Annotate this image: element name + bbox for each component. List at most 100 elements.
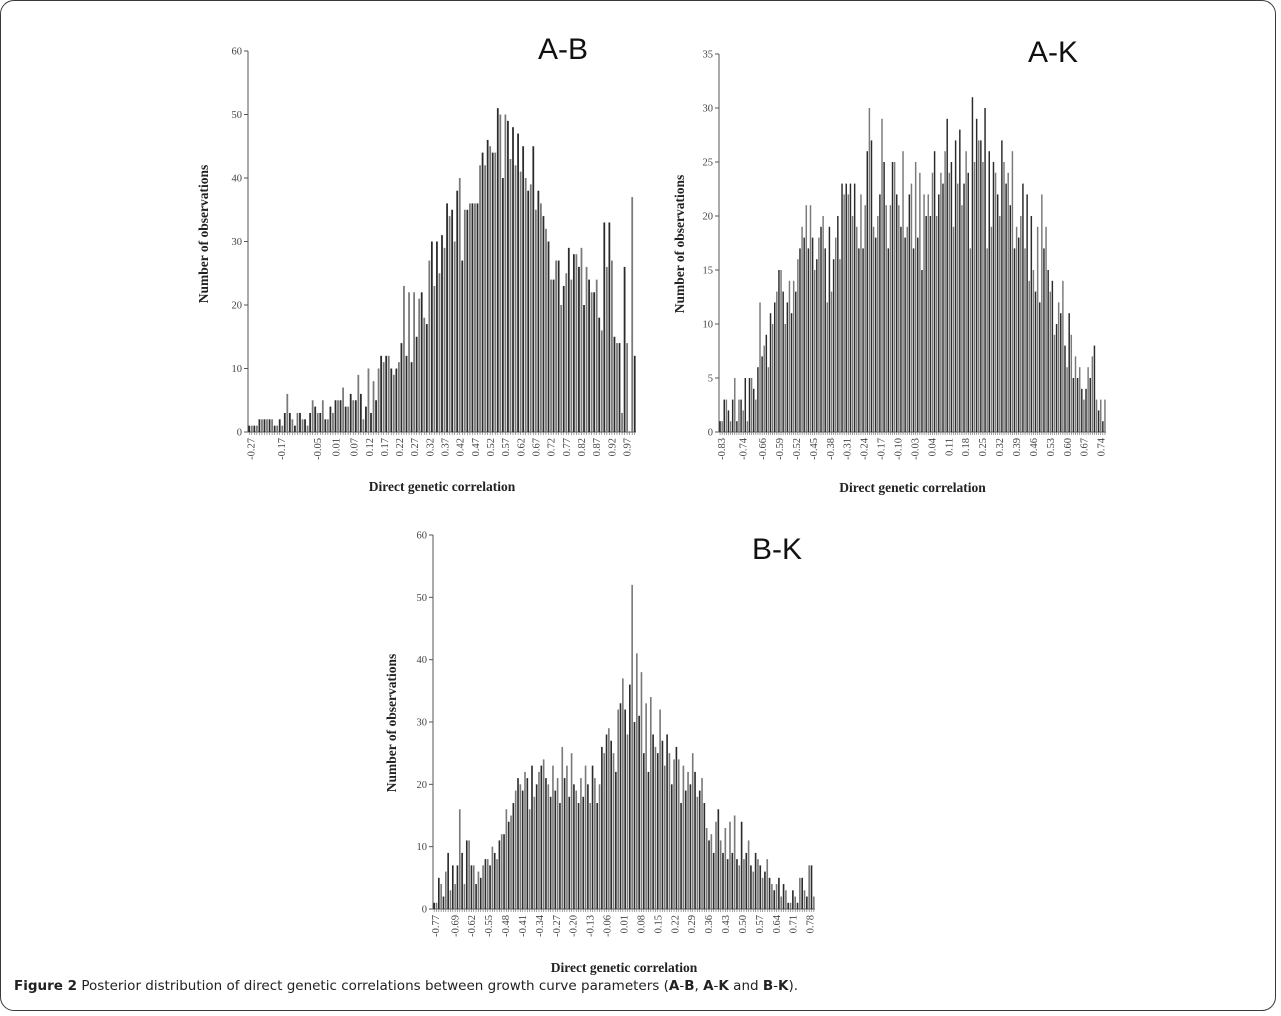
histogram-bar bbox=[563, 778, 566, 909]
histogram-bar bbox=[326, 419, 329, 432]
histogram-bar bbox=[638, 715, 640, 909]
histogram-bar bbox=[438, 273, 441, 432]
histogram-bar bbox=[1087, 367, 1089, 432]
histogram-bar bbox=[661, 740, 664, 909]
histogram-bar bbox=[283, 412, 286, 432]
x-tick-label: -0.27 bbox=[552, 915, 563, 937]
x-tick-label: 0.32 bbox=[995, 438, 1006, 456]
histogram-bar bbox=[761, 356, 763, 432]
histogram-bar bbox=[584, 765, 587, 909]
histogram-bar bbox=[314, 406, 317, 432]
histogram-bar bbox=[743, 859, 745, 909]
histogram-bar bbox=[806, 896, 808, 909]
histogram-bar bbox=[519, 171, 522, 432]
histogram-bar bbox=[755, 399, 757, 432]
histogram-bar bbox=[1078, 367, 1081, 432]
histogram-bar bbox=[789, 902, 792, 909]
histogram-bar bbox=[971, 97, 974, 432]
histogram-bar bbox=[528, 809, 531, 909]
x-tick-label: 0.07 bbox=[350, 438, 361, 456]
histogram-bar bbox=[1009, 205, 1012, 432]
histogram-bar bbox=[463, 209, 466, 432]
histogram-bar bbox=[616, 343, 618, 432]
histogram-bar bbox=[547, 784, 550, 909]
histogram-bar bbox=[691, 753, 694, 909]
histogram-bar bbox=[745, 852, 748, 909]
histogram-bar bbox=[549, 796, 552, 909]
histogram-bar bbox=[717, 809, 720, 909]
caption-param-6: K bbox=[778, 978, 789, 994]
histogram-bar bbox=[849, 183, 852, 432]
histogram-bar bbox=[514, 165, 517, 433]
x-tick-label: 0.82 bbox=[577, 438, 588, 456]
x-tick-label: -0.52 bbox=[792, 438, 803, 460]
histogram-bar bbox=[950, 162, 953, 432]
histogram-bar bbox=[268, 419, 271, 432]
histogram-bar bbox=[276, 425, 279, 432]
histogram-bar bbox=[731, 852, 734, 909]
histogram-bar bbox=[503, 834, 505, 909]
histogram-bar bbox=[537, 190, 540, 432]
histogram-bar bbox=[617, 709, 619, 909]
x-tick-label: -0.55 bbox=[484, 915, 495, 937]
histogram-bar bbox=[498, 840, 501, 909]
histogram-bar bbox=[715, 821, 717, 909]
histogram-bar bbox=[824, 248, 826, 432]
histogram-bar bbox=[784, 324, 786, 432]
y-tick-label: 25 bbox=[703, 158, 714, 169]
histogram-bar bbox=[887, 248, 890, 432]
histogram-bar bbox=[566, 765, 568, 909]
histogram-bar bbox=[372, 381, 375, 432]
histogram-bar bbox=[612, 753, 615, 909]
histogram-bar bbox=[559, 803, 561, 909]
histogram-bar bbox=[767, 367, 770, 432]
histogram-bar bbox=[392, 374, 395, 432]
histogram-bar bbox=[258, 419, 261, 432]
histogram-bar bbox=[514, 790, 517, 909]
histogram-bar bbox=[773, 890, 776, 909]
histogram-bar bbox=[603, 753, 606, 909]
x-tick-label: -0.62 bbox=[467, 915, 478, 937]
histogram-bar bbox=[923, 194, 925, 432]
histogram-bar bbox=[803, 890, 806, 909]
histogram-bar bbox=[449, 890, 452, 909]
histogram-bar bbox=[816, 259, 818, 432]
histogram-bar bbox=[261, 419, 263, 432]
caption-param-5: B bbox=[762, 978, 774, 994]
y-tick-label: 5 bbox=[708, 374, 713, 385]
histogram-bar bbox=[442, 896, 445, 909]
histogram-bar bbox=[877, 216, 879, 432]
histogram-bar bbox=[451, 865, 454, 909]
histogram-bar bbox=[763, 345, 765, 432]
histogram-bar bbox=[768, 877, 771, 909]
histogram-bar bbox=[622, 678, 624, 909]
x-tick-label: 0.57 bbox=[501, 438, 512, 456]
histogram-bar bbox=[895, 194, 898, 432]
histogram-bar bbox=[580, 247, 583, 432]
y-tick-label: 50 bbox=[417, 593, 428, 604]
histogram-bar bbox=[510, 815, 512, 909]
histogram-bar bbox=[408, 292, 410, 432]
histogram-bar bbox=[744, 378, 747, 432]
histogram-bar bbox=[889, 205, 892, 432]
histogram-bar bbox=[398, 362, 400, 432]
histogram-bar bbox=[729, 821, 731, 909]
histogram-bar bbox=[757, 367, 759, 432]
histogram-bar bbox=[996, 194, 999, 432]
x-tick-label: 0.50 bbox=[738, 915, 749, 933]
x-tick-label: -0.03 bbox=[910, 438, 921, 460]
histogram-bar bbox=[557, 260, 560, 432]
histogram-bar bbox=[629, 684, 631, 909]
y-tick-label: 0 bbox=[708, 428, 713, 439]
histogram-bar bbox=[808, 865, 810, 909]
histogram-bar bbox=[507, 120, 509, 432]
histogram-bar bbox=[675, 746, 678, 909]
x-axis-label: Direct genetic correlation bbox=[839, 480, 986, 495]
histogram-bar bbox=[759, 865, 762, 909]
histogram-bar bbox=[786, 302, 789, 432]
histogram-bar bbox=[590, 292, 593, 432]
histogram-bar bbox=[677, 759, 680, 909]
x-tick-label: 0.62 bbox=[516, 438, 527, 456]
histogram-bar bbox=[501, 178, 504, 432]
histogram-bar bbox=[959, 129, 961, 432]
